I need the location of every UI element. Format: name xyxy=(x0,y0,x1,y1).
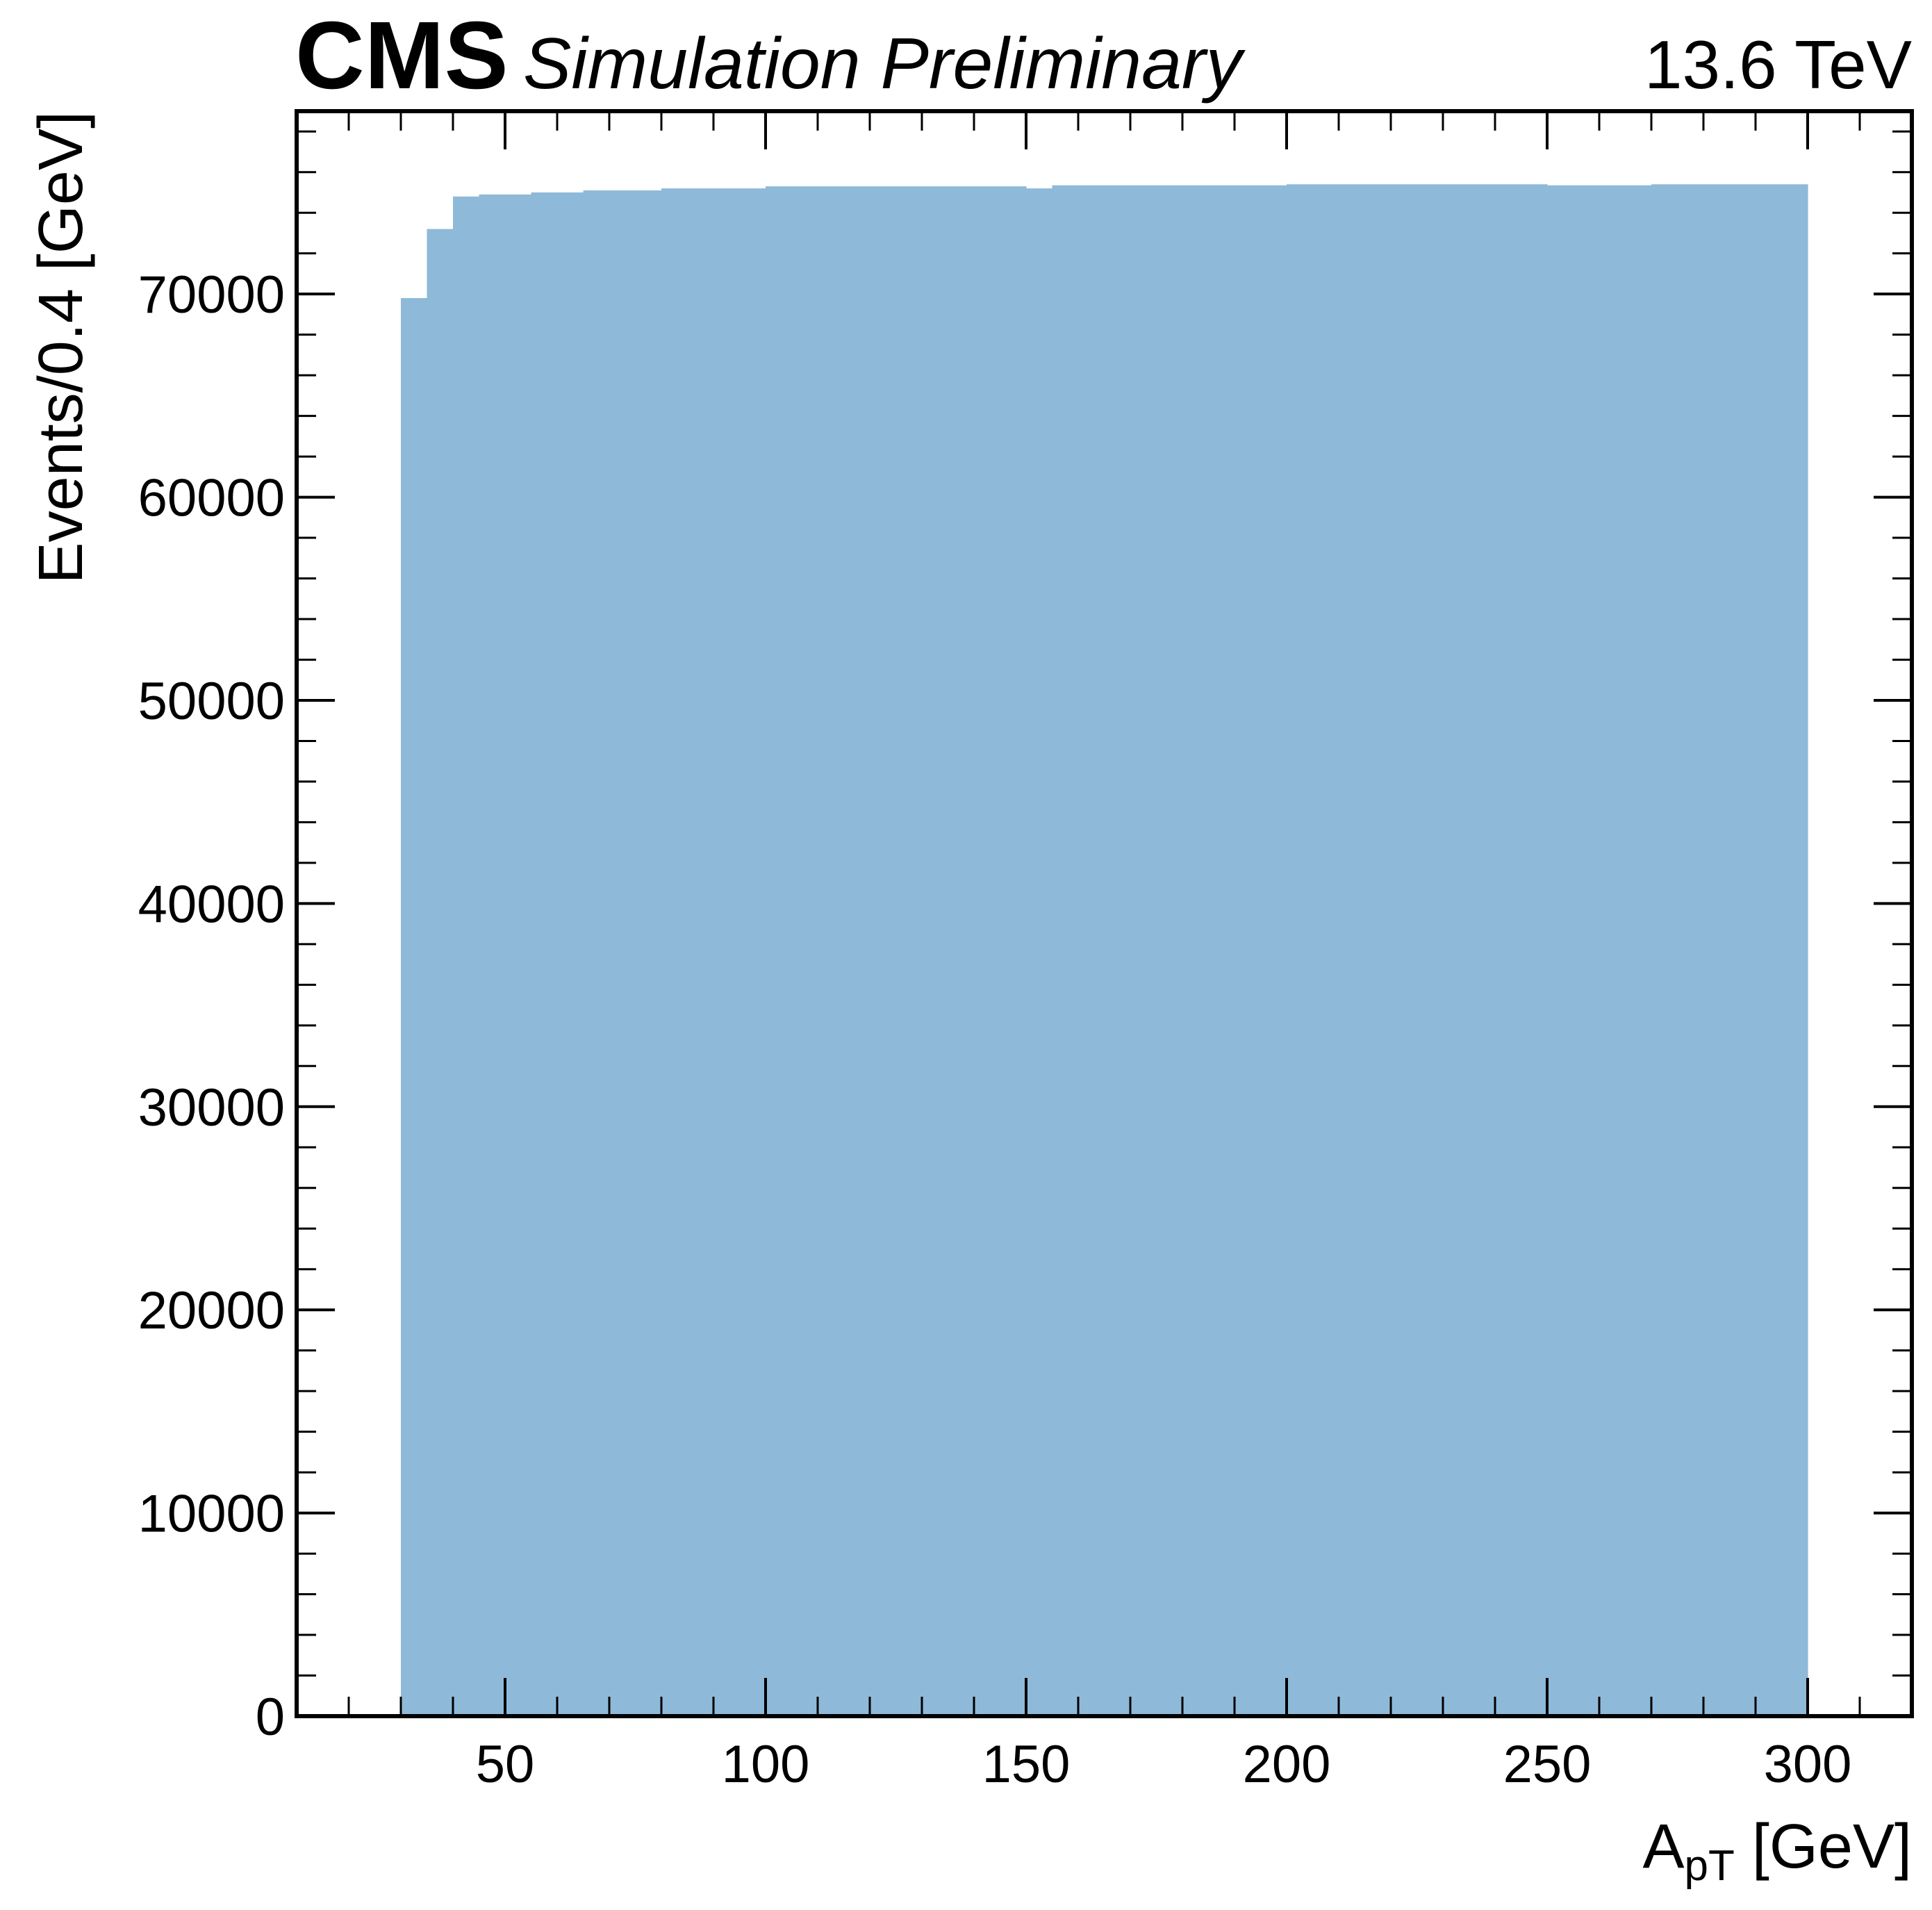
y-tick-label: 20000 xyxy=(138,1281,285,1340)
x-axis-title-unit: [GeV] xyxy=(1735,1812,1912,1882)
y-tick-label: 30000 xyxy=(138,1078,285,1137)
histogram-bin-1 xyxy=(427,229,454,1716)
y-tick-label: 40000 xyxy=(138,875,285,934)
x-tick-label: 50 xyxy=(476,1735,535,1794)
histogram-bin-7 xyxy=(766,186,1027,1716)
histogram-bin-0 xyxy=(401,298,428,1716)
histogram-bin-4 xyxy=(531,192,584,1717)
x-axis-title: ApT [GeV] xyxy=(1643,1812,1913,1890)
histogram-bin-12 xyxy=(1651,184,1808,1716)
y-tick-label: 50000 xyxy=(138,672,285,731)
axis-ticks xyxy=(297,111,1912,1718)
x-axis-title-subscript: pT xyxy=(1685,1842,1735,1890)
histogram-bin-2 xyxy=(453,196,480,1717)
y-tick-label: 60000 xyxy=(138,469,285,528)
energy-label: 13.6 TeV xyxy=(1644,26,1912,103)
histogram-bars xyxy=(401,184,1808,1717)
histogram-bin-9 xyxy=(1052,185,1287,1717)
x-tick-label: 250 xyxy=(1503,1735,1592,1794)
experiment-label: CMS xyxy=(295,2,509,109)
status-label: Simulation Preliminary xyxy=(523,24,1246,104)
y-tick-label: 10000 xyxy=(138,1485,285,1544)
histogram-bin-11 xyxy=(1547,185,1652,1717)
histogram-bin-6 xyxy=(661,188,766,1716)
y-axis-title: Events/0.4 [GeV] xyxy=(26,111,96,584)
x-tick-label: 150 xyxy=(982,1735,1071,1794)
histogram-bin-10 xyxy=(1287,184,1548,1716)
histogram-bin-8 xyxy=(1026,188,1053,1716)
histogram-bin-5 xyxy=(583,190,662,1716)
y-tick-label: 70000 xyxy=(138,265,285,324)
x-tick-label: 100 xyxy=(722,1735,810,1794)
plot-frame xyxy=(295,109,1914,1718)
histogram-bin-3 xyxy=(479,194,532,1717)
x-tick-label: 300 xyxy=(1764,1735,1852,1794)
x-axis-title-main: A xyxy=(1643,1812,1685,1882)
tick-labels: 50 100 150 200 250 300 0 10000 20000 30000 40000 50… xyxy=(138,265,1852,1794)
x-tick-label: 200 xyxy=(1243,1735,1331,1794)
y-tick-label: 0 xyxy=(256,1688,285,1747)
